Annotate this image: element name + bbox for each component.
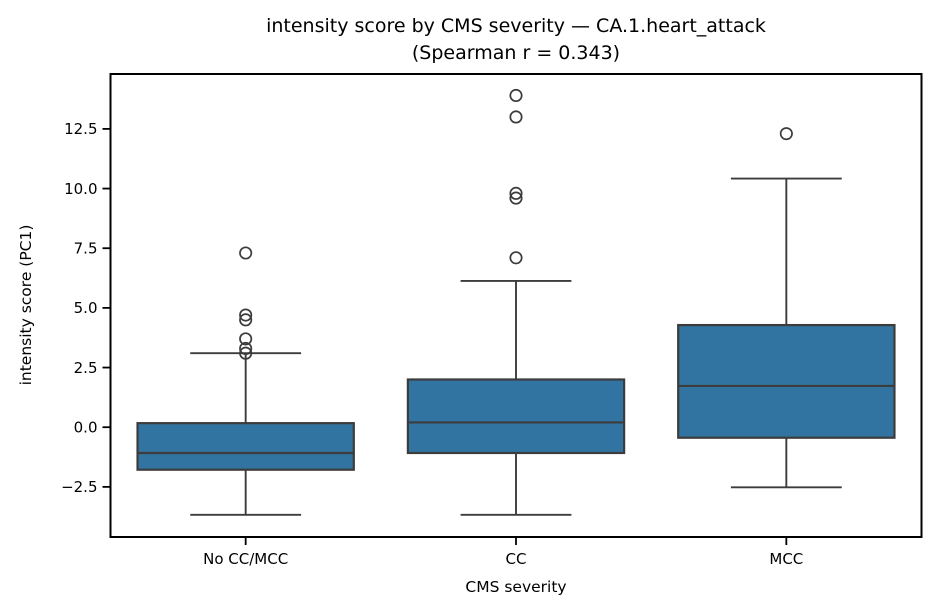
chart-title-line1: intensity score by CMS severity — CA.1.h…	[266, 15, 766, 37]
box-1	[136, 422, 355, 471]
y-axis-label: intensity score (PC1)	[17, 224, 35, 386]
chart-title-line2: (Spearman r = 0.343)	[411, 42, 621, 64]
y-tick-label: 5.0	[74, 299, 98, 317]
outlier-point	[509, 191, 523, 205]
x-axis-label: CMS severity	[465, 578, 567, 596]
y-tick-label: −2.5	[61, 478, 97, 496]
outlier-point	[239, 308, 253, 322]
outlier-point	[509, 186, 523, 200]
outlier-point	[509, 110, 523, 124]
y-tick-label: 12.5	[64, 120, 97, 138]
outlier-point	[509, 251, 523, 265]
outlier-point	[239, 246, 253, 260]
outlier-point	[509, 88, 523, 103]
y-tick-label: 2.5	[74, 359, 98, 377]
box-3	[677, 323, 896, 439]
chart-title: intensity score by CMS severity — CA.1.h…	[110, 13, 922, 67]
x-tick-label: No CC/MCC	[203, 550, 288, 568]
outlier-point	[239, 346, 253, 360]
plot-spines	[109, 73, 923, 538]
y-tick-label: 7.5	[74, 239, 98, 257]
outlier-point	[239, 313, 253, 327]
y-tick-label: 0.0	[74, 418, 98, 436]
outlier-point	[239, 341, 253, 356]
x-tick-label: CC	[506, 550, 527, 568]
outlier-point	[779, 127, 793, 141]
y-tick-label: 10.0	[64, 180, 97, 198]
x-tick-label: MCC	[769, 550, 803, 568]
box-2	[406, 378, 626, 455]
outlier-point	[239, 332, 253, 346]
